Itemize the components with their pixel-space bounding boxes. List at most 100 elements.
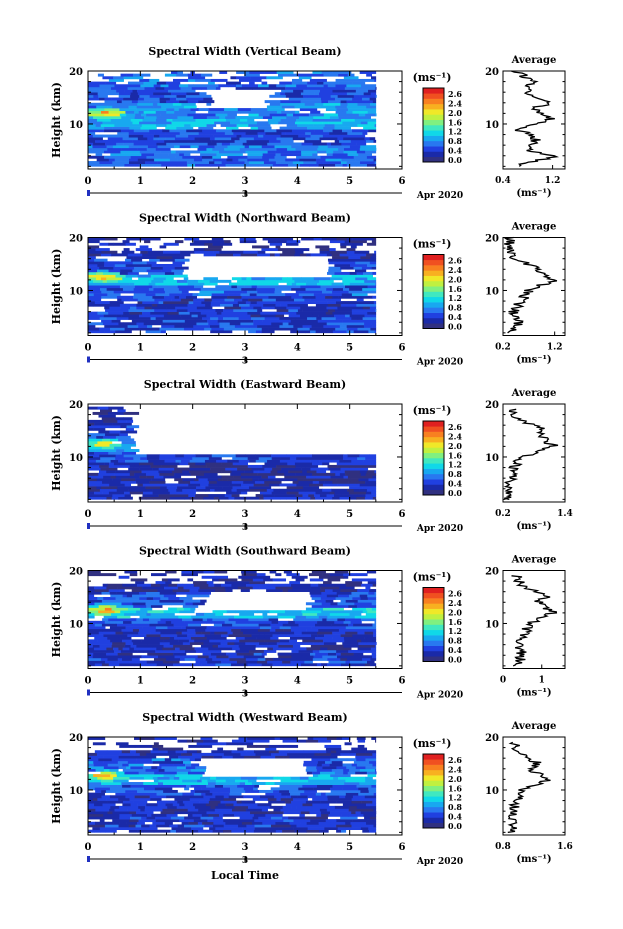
heatmap-cell (276, 147, 288, 151)
heatmap-cell (203, 496, 215, 500)
heatmap-cell (156, 663, 167, 667)
heatmap-cell (203, 253, 217, 257)
heatmap-cell (192, 813, 203, 817)
heatmap-cell (348, 623, 354, 627)
heatmap-cell (117, 486, 128, 490)
heatmap-cell (88, 139, 96, 143)
heatmap-cell (216, 575, 229, 579)
heatmap-cell (133, 800, 148, 804)
heatmap-cell (315, 330, 334, 334)
heatmap-cell (130, 118, 143, 122)
heatmap-cell (352, 78, 363, 82)
heatmap-cell (131, 813, 148, 817)
heatmap-cell (349, 612, 362, 616)
heatmap-cell (176, 126, 194, 130)
x-tick-label: 6 (399, 343, 406, 354)
heatmap-cell (215, 782, 229, 785)
heatmap-cell (102, 279, 108, 283)
heatmap-cell (311, 324, 324, 328)
heatmap-cell (310, 496, 316, 500)
heatmap-cell (288, 163, 301, 167)
heatmap-cell (107, 763, 123, 767)
heatmap-cell (99, 573, 117, 577)
heatmap-cell (345, 789, 361, 793)
heatmap-cell (342, 163, 348, 167)
heatmap-cell (134, 285, 145, 289)
heatmap-cell (155, 459, 165, 463)
heatmap-cell (286, 113, 294, 117)
heatmap-cell (115, 470, 131, 474)
heatmap-cell (194, 303, 206, 307)
heatmap-cell (233, 475, 242, 479)
heatmap-cell (273, 657, 281, 661)
heatmap-cell (106, 449, 117, 452)
heatmap-cell (209, 586, 226, 590)
heatmap-cell (151, 639, 164, 643)
heatmap-cell (276, 110, 282, 114)
heatmap-cell (279, 316, 292, 320)
heatmap-cell (235, 454, 246, 458)
heatmap-cell (202, 652, 212, 656)
heatmap-cell (99, 644, 112, 648)
heatmap-cell (99, 266, 114, 270)
heatmap-cell (101, 591, 111, 595)
colorbar-tick-label: 2.6 (448, 755, 462, 765)
heatmap-cell (301, 459, 311, 463)
heatmap-cell (240, 253, 258, 257)
heatmap-cell (206, 116, 212, 119)
heatmap-cell (265, 782, 275, 785)
heatmap-cell (269, 570, 277, 574)
heatmap-cell (283, 811, 301, 815)
heatmap-cell (165, 137, 176, 141)
heatmap-cell (100, 771, 112, 775)
heatmap-cell (136, 105, 154, 109)
heatmap-cell (104, 330, 116, 334)
heatmap-cell (194, 787, 202, 791)
heatmap-cell (234, 155, 248, 159)
heatmap-cell (269, 628, 276, 632)
colorbar-swatch (423, 640, 444, 646)
heatmap-cell (186, 322, 197, 326)
heatmap-cell (245, 131, 258, 135)
panel-0: Spectral Width (Vertical Beam)2010Height… (50, 45, 566, 201)
heatmap-cell (157, 612, 175, 616)
colorbar-tick-label: 2.6 (448, 89, 462, 99)
colorbar-tick-label: 2.4 (448, 598, 462, 608)
heatmap-cell (165, 657, 181, 661)
heatmap-cell (258, 456, 272, 460)
heatmap-cell (123, 94, 131, 98)
heatmap-cell (359, 470, 368, 474)
heatmap-cell (137, 821, 145, 825)
heatmap-cell (372, 324, 377, 328)
heatmap-cell (98, 660, 106, 664)
heatmap-cell (145, 161, 158, 165)
heatmap-cell (285, 663, 302, 667)
heatmap-cell (332, 330, 347, 334)
colorbar-tick-label: 0.4 (448, 645, 462, 655)
heatmap-cell (351, 242, 363, 246)
heatmap-cell (290, 102, 306, 106)
heatmap-cell (114, 446, 131, 450)
heatmap-cell (211, 116, 220, 119)
heatmap-cell (94, 258, 108, 262)
heatmap-cell (216, 142, 223, 146)
heatmap-cell (268, 134, 281, 138)
heatmap-cell (269, 472, 285, 476)
heatmap-cell (371, 76, 377, 80)
heatmap-cell (256, 301, 270, 305)
heatmap-cell (181, 316, 188, 320)
heatmap-cell (181, 618, 193, 622)
heatmap-cell (162, 319, 169, 323)
heatmap-cell (267, 660, 273, 664)
heatmap-cell (370, 599, 377, 603)
heatmap-cell (230, 472, 242, 476)
x-tick-label: 1 (137, 176, 144, 187)
heatmap-cell (200, 737, 213, 740)
y-tick-label: 20 (69, 733, 83, 744)
heatmap-cell (357, 316, 363, 320)
heatmap-cell (187, 100, 199, 104)
heatmap-cell (159, 245, 167, 249)
heatmap-cell (329, 607, 344, 611)
heatmap-cell (212, 147, 225, 151)
heatmap-cell (319, 829, 329, 833)
